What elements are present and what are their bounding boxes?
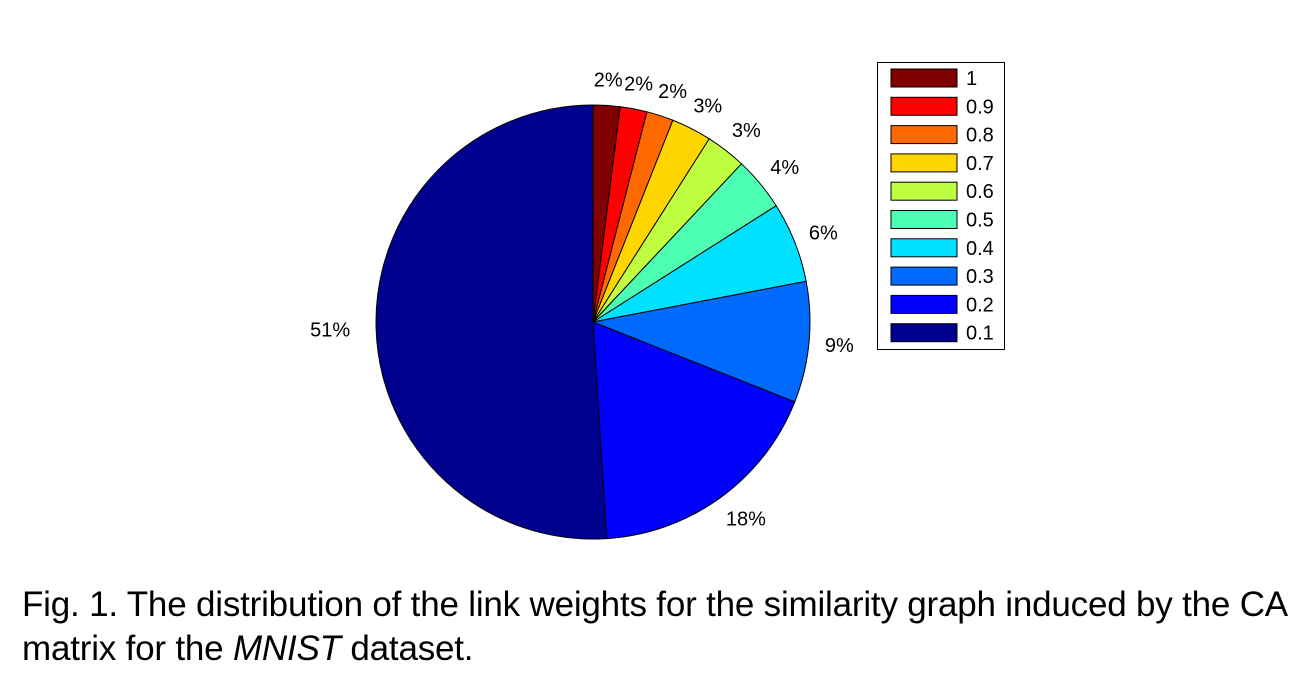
legend-swatch-0-8 (890, 125, 958, 145)
pie-chart: 2% 2% 2%3%3%4%6%9%18%51% 10.90.80.70.60.50… (310, 62, 1005, 540)
legend-label-0-2: 0.2 (966, 294, 994, 316)
pct-label-0-2: 18% (726, 509, 766, 531)
caption-prefix: Fig. 1. The distribution of the link wei… (22, 585, 1286, 668)
pct-label-0-3: 9% (825, 335, 854, 357)
pct-label-0-4: 6% (809, 223, 838, 245)
pct-label-0-5: 4% (770, 157, 799, 179)
pie-slice-0-3 (591, 280, 811, 403)
caption-suffix: dataset. (350, 629, 474, 668)
legend-swatch-0-4 (890, 238, 958, 258)
legend-label-0-5: 0.5 (966, 210, 994, 232)
pie-slice-0-1 (375, 104, 608, 540)
percentage-labels: 2% 2% 2%3%3%4%6%9%18%51% (310, 69, 854, 530)
legend-swatch-0-6 (890, 181, 958, 201)
pie-slices (375, 104, 811, 540)
legend-swatch-0-5 (890, 210, 958, 229)
legend-label-0-9: 0.9 (966, 96, 994, 118)
legend-label-0-6: 0.6 (966, 181, 994, 203)
pct-label-0-7: 3% (693, 95, 722, 117)
caption-dataset: MNIST (232, 629, 341, 668)
figure-caption: Fig. 1. The distribution of the link wei… (22, 583, 1312, 671)
legend: 1 0.9 0.8 0.7 0.6 0.5 0.4 0.3 0.2 0.1 (877, 62, 1005, 350)
legend-label-0-7: 0.7 (966, 153, 994, 175)
legend-swatch-1 (890, 68, 958, 88)
legend-label-0-8: 0.8 (966, 125, 994, 147)
pct-label-1: 2% (594, 69, 623, 91)
legend-label-0-3: 0.3 (966, 266, 994, 288)
pie-slice-0-2 (592, 321, 796, 540)
pct-label-0-1: 51% (310, 320, 350, 342)
legend-label-0-4: 0.4 (966, 238, 994, 260)
legend-swatch-0-3 (890, 266, 958, 286)
legend-swatch-0-7 (890, 153, 958, 173)
legend-swatch-0-1 (890, 323, 958, 343)
legend-swatch-0-2 (890, 294, 958, 314)
legend-label-1: 1 (966, 68, 977, 90)
pct-label-0-8: 2% (658, 81, 687, 103)
pct-label-0-9: 2% (624, 73, 653, 95)
legend-swatch-0-9 (890, 96, 958, 116)
legend-label-0-1: 0.1 (966, 323, 994, 345)
pct-label-0-6: 3% (732, 120, 761, 142)
